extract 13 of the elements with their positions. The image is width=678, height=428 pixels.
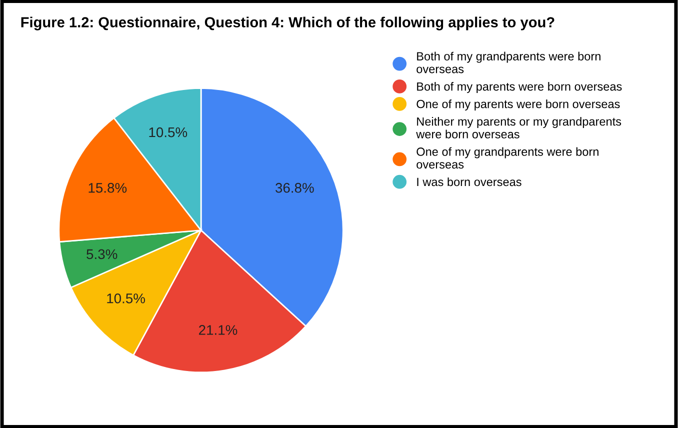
legend-label: Both of my parents were born overseas — [417, 82, 622, 94]
data-label: 21.1% — [198, 325, 238, 335]
chart-title: Figure 1.2: Questionnaire, Question 4: Which of the following applies to you? — [21, 16, 554, 30]
data-label: 10.5% — [107, 293, 145, 304]
data-label: 15.8% — [88, 182, 127, 193]
legend-label: Both of my grandparents were born overseas — [416, 52, 600, 74]
legend-label: I was born overseas — [417, 177, 522, 186]
data-label: 36.8% — [276, 182, 314, 193]
data-label: 5.3% — [86, 249, 118, 260]
legend-label: One of my grandparents were born overseas — [416, 147, 598, 169]
data-label: 10.5% — [149, 127, 188, 138]
legend-label: Neither my parents or my grandparents were born overseas — [416, 117, 622, 138]
legend-label: One of my parents were born overseas — [416, 100, 620, 111]
